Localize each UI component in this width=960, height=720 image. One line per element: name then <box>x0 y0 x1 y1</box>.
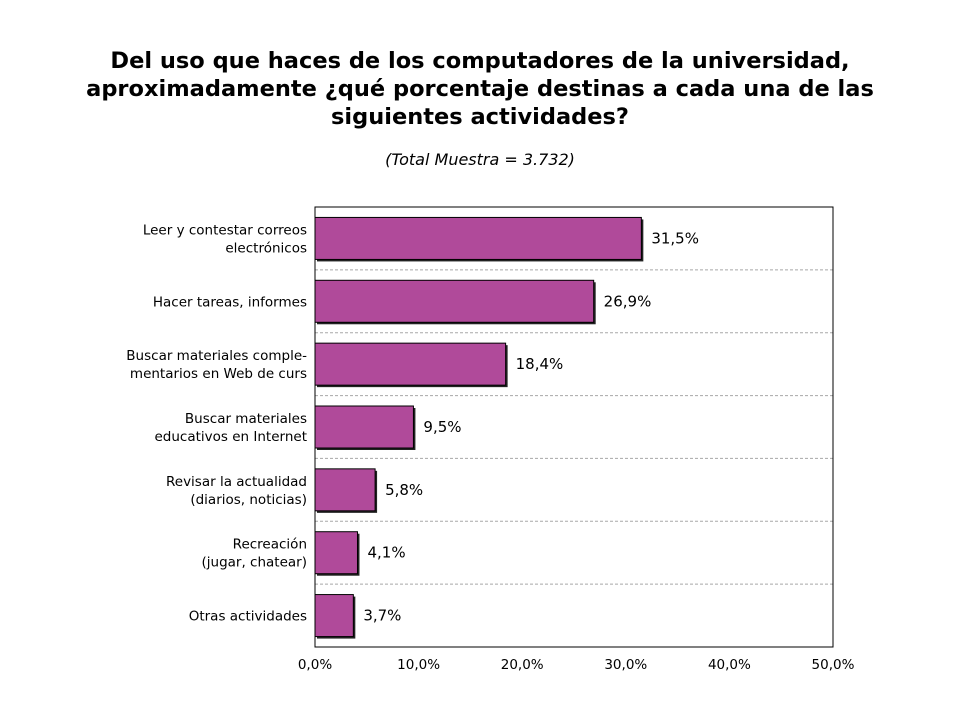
bar <box>314 279 595 323</box>
x-tick-label: 20,0% <box>501 657 544 673</box>
value-label: 4,1% <box>367 544 405 562</box>
x-tick-label: 0,0% <box>298 657 332 673</box>
value-label: 31,5% <box>651 229 699 247</box>
value-label: 3,7% <box>363 607 401 625</box>
bar <box>314 342 507 386</box>
chart-title-line-1: Del uso que haces de los computadores de… <box>110 48 850 74</box>
value-label: 9,5% <box>423 418 461 436</box>
x-tick-label: 30,0% <box>604 657 647 673</box>
bar <box>314 594 354 638</box>
value-labels: 31,5% 26,9% 18,4% 9,5% 5,8% 4,1% 3,7% <box>363 229 699 624</box>
bars <box>314 216 644 639</box>
category-label: Leer y contestar correos electrónicos <box>143 222 307 256</box>
x-tick-label: 40,0% <box>708 657 751 673</box>
chart-subtitle: (Total Muestra = 3.732) <box>385 150 575 169</box>
chart-title-line-2: aproximadamente ¿qué porcentaje destinas… <box>86 76 874 102</box>
grid-lines <box>315 269 833 585</box>
category-label: Buscar materiales educativos en Internet <box>154 411 307 445</box>
x-tick-label: 50,0% <box>812 657 855 673</box>
category-labels: Leer y contestar correos electrónicos Hace… <box>126 222 307 624</box>
category-label: Hacer tareas, informes <box>153 294 307 310</box>
value-label: 5,8% <box>385 481 423 499</box>
plot-area-frame <box>314 206 834 648</box>
bar <box>314 405 414 449</box>
category-label: Otras actividades <box>189 609 307 625</box>
category-label: Buscar materiales comple-mentarios en We… <box>126 348 307 382</box>
category-label: Revisar la actualidad (diarios, noticias) <box>166 474 307 508</box>
category-label: Recreación (jugar, chatear) <box>202 537 308 571</box>
x-tick-label: 10,0% <box>397 657 440 673</box>
chart-title-line-3: siguientes actividades? <box>331 104 629 130</box>
chart-title: Del uso que haces de los computadores de… <box>80 47 880 131</box>
bar <box>314 468 376 512</box>
bar <box>314 216 642 260</box>
value-label: 26,9% <box>604 292 652 310</box>
x-axis-tick-labels: 0,0% 10,0% 20,0% 30,0% 40,0% 50,0% <box>298 657 855 673</box>
value-label: 18,4% <box>516 355 564 373</box>
bar <box>314 531 358 575</box>
